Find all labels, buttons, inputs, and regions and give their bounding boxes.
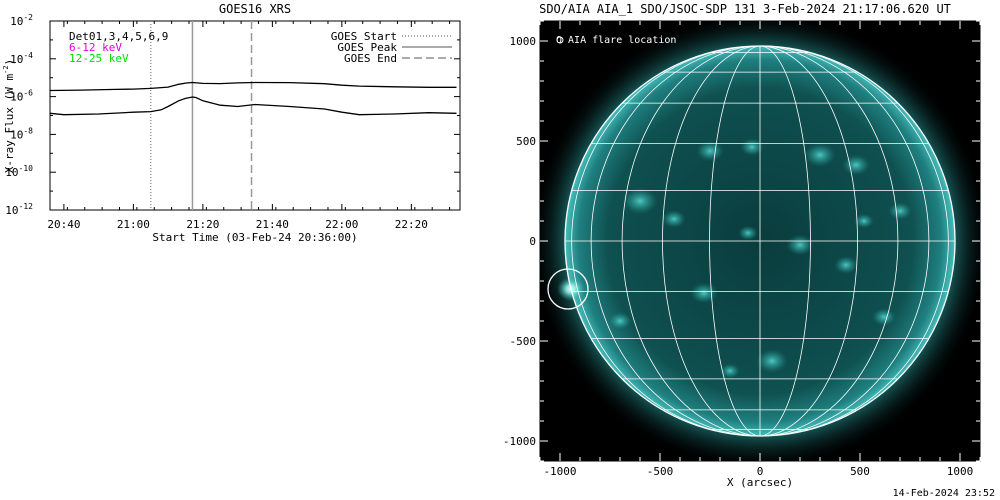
goes-series-short [49,96,457,116]
goes-y-tick-label: 10-2 [10,13,33,28]
goes-x-tick-label: 21:40 [256,218,289,231]
goes-legend-12-25: 12-25 keV [69,52,129,65]
solar-limb [564,45,956,437]
active-region-blob [740,138,764,156]
aia-x-tick-label: 500 [850,465,870,478]
goes-y-tick-label: 10-8 [10,126,33,141]
goes-legend-start: GOES Start [331,30,397,43]
aia-legend-symbol [556,36,564,44]
aia-chart-title: SDO/AIA AIA_1 SDO/JSOC-SDP 131 3-Feb-202… [539,2,951,16]
goes-ylabel-close: ) [3,59,16,66]
grid-longitude-line [759,45,930,437]
aia-image-chart: SDO/AIA AIA_1 SDO/JSOC-SDP 131 3-Feb-202… [503,2,995,499]
active-region-blob [854,213,874,229]
active-region-blob [738,225,758,241]
goes-x-tick-label: 21:00 [117,218,150,231]
aia-solar-image [540,21,980,461]
aia-y-tick-label: -1000 [503,435,536,448]
active-region-blob [842,154,870,176]
active-region-blob [756,349,788,373]
grid-longitude-line [590,45,761,437]
active-region-blob [872,308,896,326]
active-region-blob [608,312,632,330]
aia-axis-ticks: -1000 -500 0 500 1000 -1000 -500 0 500 1000 [503,20,981,478]
goes-y-tick-label: 10-4 [10,51,33,66]
active-region-blob [662,210,686,228]
grid-longitude-line [759,45,811,437]
grid-longitude-line [662,45,761,437]
goes-series-long [49,81,457,92]
aia-y-tick-label: 0 [529,235,536,248]
heliographic-grid [565,45,955,437]
goes-y-tick-label: 10-6 [10,89,33,104]
goes-x-tick-label: 20:40 [47,218,80,231]
goes-y-tick-label: 10-10 [5,164,33,179]
goes-series [49,81,457,116]
aia-y-tick-label: 1000 [510,35,537,48]
active-region-blob [804,143,836,167]
active-region-blob [690,282,718,304]
goes-legend-peak: GOES Peak [337,41,397,54]
flare-location-circle [547,268,589,310]
goes-x-tick-label: 22:00 [325,218,358,231]
goes-ylabel: X-ray Flux (W m-2) [2,59,16,173]
goes-chart-title: GOES16 XRS [219,2,291,16]
aia-x-tick-label: -500 [647,465,674,478]
goes-legend-end: GOES End [344,52,397,65]
goes-x-ticks: 20:40 21:00 21:20 21:40 22:00 22:20 [47,21,451,231]
goes-y-tick-label: 10-12 [5,202,33,217]
active-region-blob [786,234,814,256]
active-region-blob [622,187,658,215]
grid-longitude-line [621,45,761,437]
grid-longitude-line [709,45,761,437]
aia-x-tick-label: 1000 [947,465,974,478]
goes-y-ticks: 10-12 10-10 10-8 10-6 10-4 10-2 [5,13,460,217]
goes-ylabel-main: X-ray Flux (W m [3,73,16,173]
goes-markers [150,21,253,210]
aia-y-tick-label: 500 [516,135,536,148]
goes-xrs-chart: GOES16 XRS 10-12 10-10 10-8 10-6 10-4 10-2 20… [2,2,461,244]
grid-longitude-line [759,45,858,437]
active-region-blob [696,140,724,162]
goes-ylabel-sup: -2 [2,65,10,73]
aia-xlabel: X (arcsec) [727,476,793,489]
grid-longitude-line [759,45,949,437]
aia-x-tick-label: 0 [757,465,764,478]
active-region-blob [888,202,912,220]
goes-x-tick-label: 22:20 [395,218,428,231]
goes-xlabel: Start Time (03-Feb-24 20:36:00) [152,231,357,244]
goes-detector-label: Det01,3,4,5,6,9 [69,30,168,43]
grid-longitude-line [571,45,761,437]
active-region-blob [834,256,858,274]
goes-legend-6-12: 6-12 keV [69,41,122,54]
aia-x-tick-label: -1000 [543,465,576,478]
active-region-blob [720,363,740,379]
aia-y-tick-label: -500 [510,335,537,348]
aia-legend-label: O AIA flare location [556,35,676,46]
goes-x-tick-label: 21:20 [186,218,219,231]
grid-longitude-line [759,45,899,437]
footer-timestamp: 14-Feb-2024 23:52 [893,488,995,499]
